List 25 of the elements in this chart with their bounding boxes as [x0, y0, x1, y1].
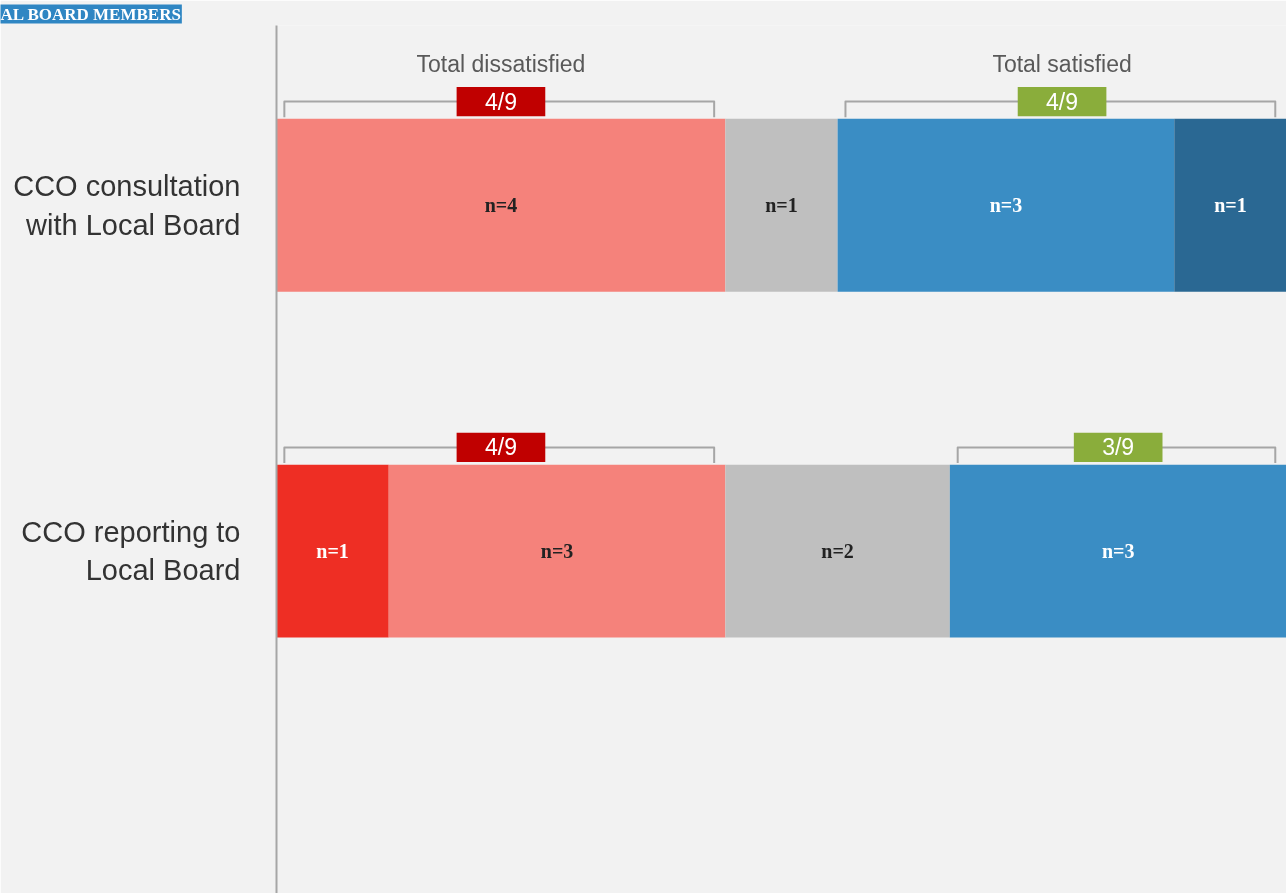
annotation: 4/9	[484, 434, 517, 461]
annotation: 4/9	[1046, 88, 1079, 115]
data-label: n=1	[765, 194, 798, 217]
data-label: n=1	[1214, 194, 1247, 217]
bar	[388, 464, 726, 638]
bar	[276, 118, 726, 292]
data-label: n=3	[540, 540, 574, 563]
data-label: n=4	[484, 194, 518, 217]
annotation: Total dissatisfied	[416, 50, 586, 77]
data-label: n=3	[989, 194, 1023, 217]
annotation: Total satisfied	[992, 50, 1132, 77]
bar	[837, 118, 1175, 292]
bar	[949, 464, 1286, 638]
bar	[276, 464, 389, 638]
bar	[725, 464, 950, 638]
bar	[725, 118, 838, 292]
annotation: 4/9	[484, 88, 517, 115]
text: AL BOARD MEMBERS	[0, 4, 181, 24]
data-label: n=1	[316, 540, 349, 563]
y-tick-label: CCO consultation with Local Board	[13, 170, 241, 241]
data-label: n=3	[1101, 540, 1135, 563]
y-tick-label: CCO reporting to Local Board	[21, 515, 241, 587]
bar	[1174, 118, 1286, 292]
annotation: 3/9	[1102, 434, 1135, 461]
data-label: n=2	[821, 540, 854, 563]
